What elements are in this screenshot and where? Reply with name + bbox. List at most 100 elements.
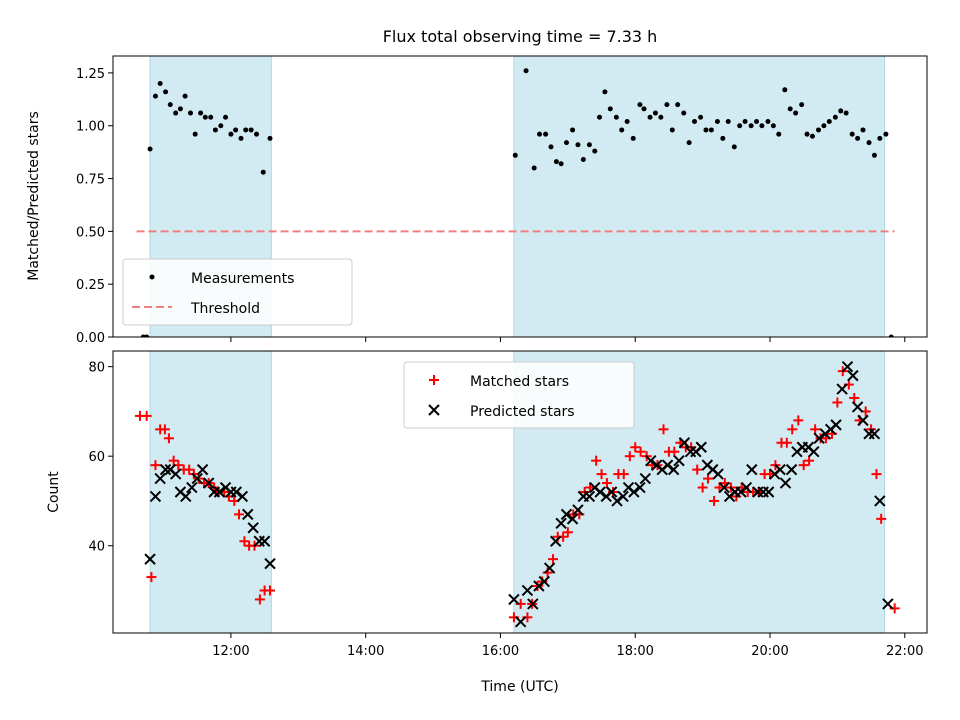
measurement-point — [637, 102, 643, 108]
matched-point — [871, 469, 882, 480]
predicted-point-b — [560, 508, 573, 521]
predicted-point — [628, 486, 640, 498]
predicted-point — [159, 463, 172, 476]
measurement-point — [816, 127, 822, 133]
predicted-point-b — [841, 360, 854, 373]
predicted-point — [634, 481, 646, 494]
predicted-point — [202, 477, 215, 489]
measurement-point — [254, 131, 260, 137]
predicted-point-b — [555, 517, 567, 530]
measurement-point — [173, 110, 179, 116]
predicted-point — [605, 486, 618, 498]
predicted-point-b — [236, 490, 249, 503]
predicted-point — [594, 486, 606, 498]
y-tick-label: 0.25 — [76, 278, 105, 293]
matched-point — [624, 451, 635, 462]
predicted-point-b — [508, 593, 520, 606]
measurement-point — [681, 110, 687, 116]
predicted-point-b — [774, 463, 786, 476]
predicted-point-b — [868, 428, 881, 440]
matched-point — [635, 446, 646, 457]
legend-box — [403, 361, 635, 429]
matched-point — [793, 415, 804, 426]
matched-point — [630, 442, 641, 453]
predicted-point — [808, 446, 820, 458]
predicted-point-b — [521, 584, 534, 597]
y-tick-label: 1.25 — [76, 67, 105, 82]
measurement-point — [218, 123, 224, 129]
predicted-point — [514, 616, 527, 628]
matched-point — [239, 536, 250, 547]
predicted-point-b — [882, 598, 894, 610]
measurement-point — [630, 135, 636, 141]
matched-point — [697, 482, 708, 493]
predicted-point-b — [543, 562, 556, 574]
matched-point — [168, 455, 179, 466]
measurement-point — [187, 110, 193, 116]
matched-point — [591, 455, 602, 466]
predicted-point — [566, 513, 579, 525]
legend-predicted-marker-b — [428, 404, 440, 416]
predicted-point — [836, 383, 848, 395]
predicted-point — [779, 477, 792, 489]
measurement-point — [243, 127, 249, 133]
measurement-point — [692, 118, 698, 124]
matched-point — [709, 495, 720, 506]
predicted-point-b — [857, 414, 869, 427]
predicted-point — [538, 575, 550, 588]
matched-point — [141, 410, 152, 421]
predicted-point-b — [813, 432, 825, 444]
measurement-point — [152, 93, 158, 99]
measurement-point — [548, 144, 554, 150]
measurement-point — [570, 127, 576, 133]
y-tick-label: 0.00 — [76, 331, 105, 346]
measurement-point — [512, 152, 518, 158]
predicted-point-b — [196, 463, 209, 476]
measurement-point — [558, 161, 564, 167]
predicted-point-b — [230, 486, 243, 498]
measurement-point — [698, 114, 704, 120]
predicted-point-b — [617, 490, 629, 503]
y-tick-label: 80 — [88, 361, 105, 376]
predicted-point-b — [712, 468, 724, 480]
measurement-point — [770, 123, 776, 129]
observing-interval-band — [513, 56, 886, 337]
measurement-point — [737, 123, 743, 129]
measurement-point — [849, 131, 855, 137]
matched-point — [658, 424, 669, 435]
chart-title: Flux total observing time = 7.33 h — [383, 27, 658, 46]
matched-point — [548, 554, 559, 565]
measurement-point — [177, 106, 183, 112]
predicted-point — [645, 454, 657, 467]
predicted-point-b — [762, 486, 775, 498]
observing-interval-band — [149, 351, 272, 633]
predicted-point-b — [746, 463, 758, 476]
predicted-point-b — [180, 490, 192, 503]
matched-point — [692, 464, 703, 475]
matched-point — [562, 527, 573, 538]
predicted-point-b — [572, 504, 584, 516]
predicted-point — [874, 495, 886, 507]
measurement-point — [208, 114, 214, 120]
y-tick-label: 0.50 — [76, 225, 105, 240]
predicted-point — [847, 369, 859, 382]
measurement-point — [725, 118, 731, 124]
predicted-point — [851, 401, 864, 413]
predicted-point-b — [213, 486, 226, 498]
x-tick-label: 18:00 — [616, 644, 653, 659]
predicted-point-b — [566, 513, 579, 525]
measurement-point — [531, 165, 537, 171]
measurement-point — [543, 131, 549, 137]
predicted-point-b — [661, 459, 674, 471]
measurement-point — [602, 89, 608, 95]
matched-point — [265, 585, 276, 596]
y-axis-label-ratio: Matched/Predicted stars — [26, 111, 42, 281]
measurement-point — [553, 159, 559, 165]
predicted-point-b — [258, 535, 271, 547]
predicted-point — [169, 468, 182, 480]
predicted-point — [247, 522, 259, 534]
measurement-point — [720, 135, 726, 141]
predicted-point — [857, 414, 869, 427]
measurement-point — [157, 80, 163, 86]
measurement-point — [832, 114, 838, 120]
